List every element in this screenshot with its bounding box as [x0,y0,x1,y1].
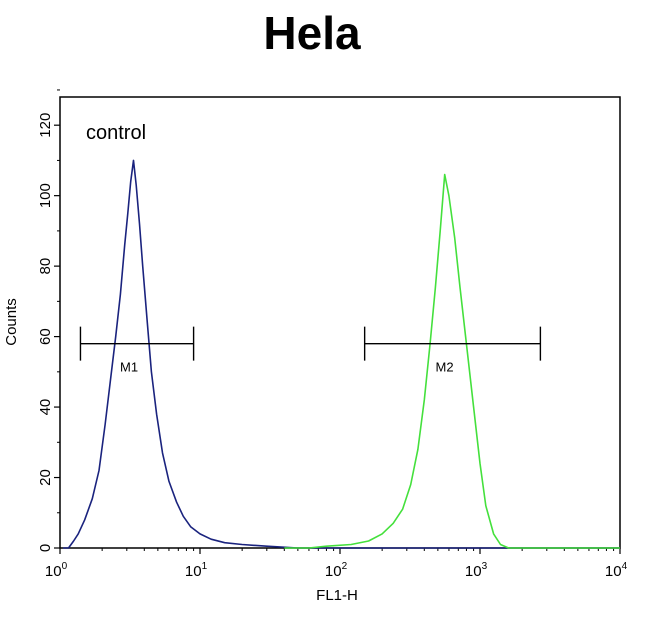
series-layer [63,159,620,549]
m1-label: M1 [120,360,138,375]
series-2-line [284,173,620,549]
x-tick-label: 104 [605,561,628,580]
control-annotation: control [86,122,146,144]
m2-label: M2 [435,360,453,375]
y-tick-label: 60 [37,328,54,345]
series-1-line [63,159,620,549]
y-tick-label: 100 [37,183,54,208]
y-tick-label: 80 [37,258,54,275]
chart-title: Hela [263,7,361,59]
marker-layer: M1 M2 [79,326,542,375]
y-tick-label: 0 [37,544,54,552]
axes: 0 20 40 60 80 100 120 100 101 102 103 104 [37,89,628,580]
plot-frame [59,96,621,549]
y-tick-label: 120 [37,113,54,138]
x-tick-label: 100 [45,561,68,580]
x-tick-label: 101 [185,561,208,580]
x-tick-label: 102 [325,561,348,580]
y-tick-label: 40 [37,399,54,416]
x-tick-label: 103 [465,561,488,580]
x-axis-label: FL1-H [316,587,358,604]
y-tick-label: 20 [37,469,54,486]
y-axis-label: Counts [3,298,20,346]
